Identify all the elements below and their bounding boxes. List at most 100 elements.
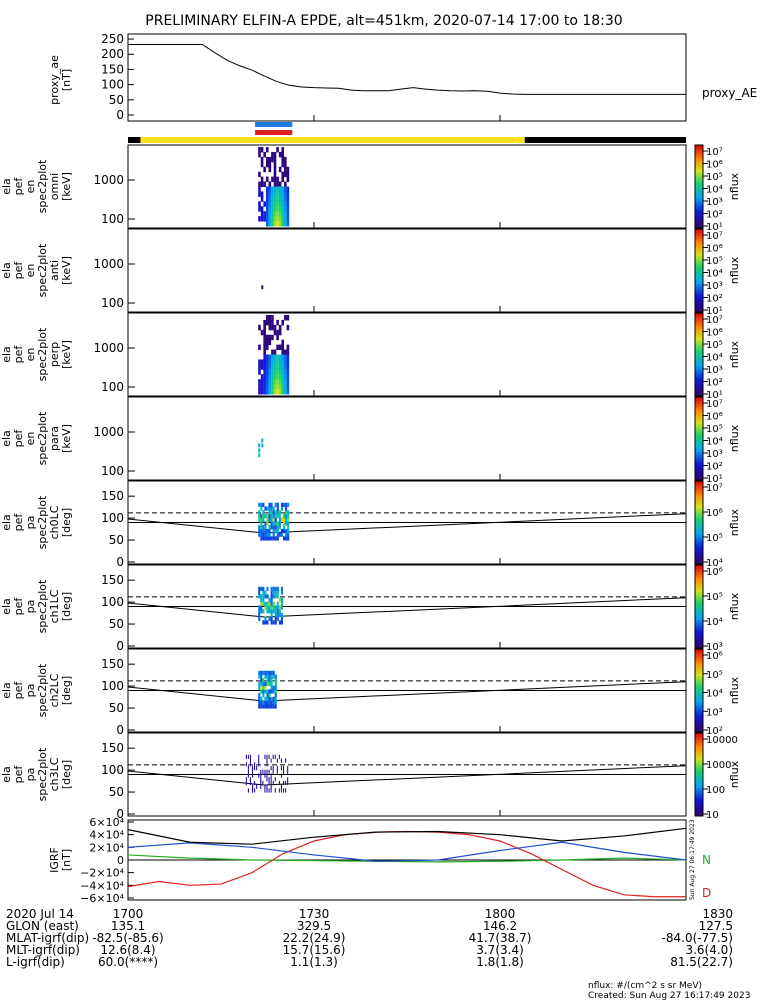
pitch-angle-bin bbox=[266, 609, 269, 614]
pitch-angle-bin bbox=[276, 616, 279, 621]
pitch-angle-bin bbox=[285, 521, 288, 526]
pitch-angle-bin bbox=[262, 678, 265, 683]
colorbar-cell bbox=[695, 621, 703, 624]
pitch-angle-bin bbox=[262, 590, 265, 595]
colorbar-cell bbox=[695, 772, 703, 775]
spectrogram-bin bbox=[276, 384, 279, 390]
spectrogram-bin bbox=[284, 374, 287, 380]
colorbar-cell bbox=[695, 157, 703, 161]
ylabel-line: [nT] bbox=[60, 849, 73, 871]
pitch-angle-bin bbox=[278, 513, 281, 519]
spectrogram-bin bbox=[278, 374, 282, 380]
spectrogram-bin bbox=[268, 369, 272, 375]
spectrogram-bin bbox=[284, 379, 287, 385]
spectrogram-bin bbox=[286, 315, 290, 321]
spectrogram-bin bbox=[286, 171, 290, 178]
colorbar-cell bbox=[695, 493, 703, 497]
colorbar-cell bbox=[695, 551, 703, 555]
colorbar-cell bbox=[695, 735, 703, 738]
colorbar-cell bbox=[695, 397, 703, 400]
pitch-angle-bin bbox=[268, 601, 271, 606]
igrf-ytick-label: 2×10⁴ bbox=[89, 841, 124, 854]
colorbar-tick-label: 10⁶ bbox=[706, 651, 723, 662]
colorbar-tick-label: 10² bbox=[706, 726, 723, 737]
pitch-angle-bin bbox=[264, 754, 266, 759]
spectrogram-bin bbox=[276, 206, 279, 212]
pitch-angle-bin bbox=[272, 528, 275, 534]
spectrogram-bin bbox=[271, 201, 274, 207]
ylabel-line: proxy_ae bbox=[48, 55, 61, 105]
spectrogram-bin bbox=[281, 206, 285, 212]
colorbar-cell bbox=[695, 575, 703, 578]
spectrogram-bin bbox=[286, 186, 290, 192]
pitch-angle-bin bbox=[264, 620, 267, 625]
loss-cone-line bbox=[127, 513, 687, 534]
colorbar-cell bbox=[695, 415, 703, 419]
spectrogram-bin bbox=[284, 171, 287, 178]
spectrogram-bin bbox=[286, 176, 290, 183]
colorbar-cell bbox=[695, 149, 703, 152]
pitch-angle-bin bbox=[264, 773, 266, 778]
pitch-angle-bin bbox=[268, 678, 271, 683]
pitch-angle-bin bbox=[285, 780, 287, 786]
spectrogram-ytick-label: 100 bbox=[101, 212, 124, 226]
spectrogram-bin bbox=[273, 191, 277, 197]
pitch-angle-bin bbox=[249, 780, 251, 786]
colorbar-frame bbox=[694, 228, 704, 313]
colorbar-cell bbox=[695, 811, 703, 815]
pitch-angle-bin bbox=[278, 788, 280, 793]
spectrogram-bin bbox=[281, 369, 285, 375]
pitch-angle-bin bbox=[270, 674, 273, 679]
pitch-angle-bin bbox=[258, 510, 261, 515]
pitch-angle-bin bbox=[287, 765, 289, 771]
pitch-angle-bin bbox=[254, 765, 256, 771]
pitch-angle-bin bbox=[274, 704, 277, 709]
colorbar-cell bbox=[695, 559, 703, 563]
pitch-angle-bin bbox=[264, 594, 267, 599]
pitch-angle-bin bbox=[266, 586, 269, 591]
colorbar-cell bbox=[695, 553, 703, 557]
colorbar-cell bbox=[695, 600, 703, 603]
ylabel-line: [nT] bbox=[60, 69, 73, 91]
pitch-angle-bin bbox=[266, 769, 268, 774]
pitch-angle-bin bbox=[266, 696, 269, 702]
pitch-angle-bin bbox=[258, 532, 261, 537]
spectrogram-bin bbox=[260, 196, 264, 202]
igrf-ytick-label: −2×10⁴ bbox=[80, 867, 124, 880]
pitch-angle-bin bbox=[274, 609, 277, 614]
spectrogram-bin bbox=[286, 379, 290, 385]
created-note: Created: Sun Aug 27 16:17:49 2023 bbox=[588, 991, 750, 1000]
spectrogram-bin bbox=[271, 334, 274, 341]
pitch-angle-bin bbox=[272, 536, 275, 541]
pitch-angle-bin bbox=[258, 590, 261, 595]
pitch-angle-bin bbox=[272, 704, 275, 709]
pitch-angle-bin bbox=[283, 502, 286, 507]
spectrogram-bin bbox=[281, 364, 285, 370]
pitch-angle-bin bbox=[252, 769, 254, 774]
colorbar-cell bbox=[695, 303, 703, 307]
ylabel-line: en bbox=[24, 180, 37, 194]
colorbar-cell bbox=[695, 339, 703, 343]
colorbar-cell bbox=[695, 153, 703, 156]
spectrogram-bin bbox=[258, 147, 261, 153]
pitch-angle-bin bbox=[270, 590, 273, 595]
colorbar-cell bbox=[695, 295, 703, 298]
colorbar-cell bbox=[695, 391, 703, 395]
spectrogram-bin bbox=[260, 216, 264, 222]
pitch-angle-bin bbox=[264, 769, 266, 774]
pitch-angle-bin bbox=[280, 788, 282, 793]
pitch-angle-bin bbox=[249, 762, 251, 767]
colorbar-cell bbox=[695, 194, 703, 198]
spectrogram-bin bbox=[265, 216, 269, 222]
colorbar-cell bbox=[695, 789, 703, 792]
spectrogram-bin bbox=[271, 354, 274, 360]
spectrogram-bin bbox=[271, 151, 274, 158]
spectrogram-bin bbox=[265, 379, 269, 385]
colorbar-cell bbox=[695, 711, 703, 714]
colorbar-cell bbox=[695, 409, 703, 413]
pitch-angle-bin bbox=[264, 532, 267, 537]
spectrogram-bin bbox=[281, 196, 285, 202]
pitch-angle-bin bbox=[274, 693, 277, 698]
ylabel-line: [keV] bbox=[60, 340, 73, 369]
pitch-angle-bin bbox=[285, 510, 288, 515]
